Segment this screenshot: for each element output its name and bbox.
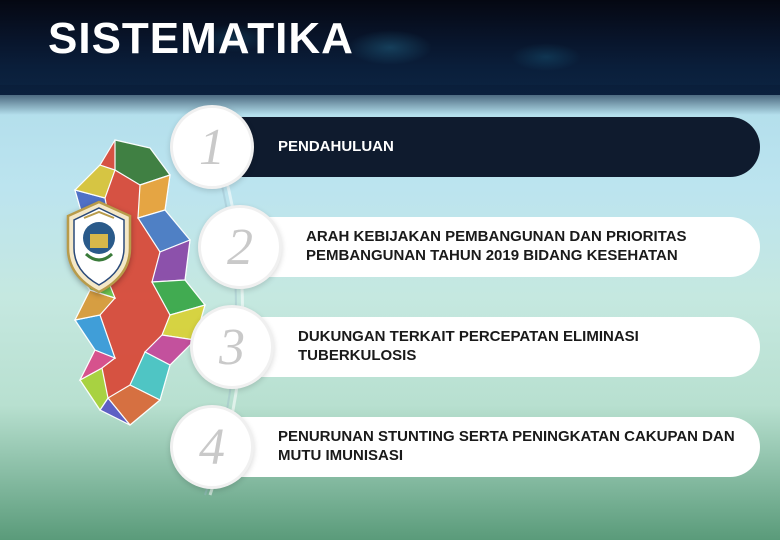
item-text: DUKUNGAN TERKAIT PERCEPATAN ELIMINASI TU… — [298, 328, 736, 366]
item-bar: DUKUNGAN TERKAIT PERCEPATAN ELIMINASI TU… — [220, 317, 760, 377]
item-text: PENDAHULUAN — [278, 138, 394, 157]
item-number: 1 — [170, 105, 254, 189]
item-number: 2 — [198, 205, 282, 289]
item-bar: ARAH KEBIJAKAN PEMBANGUNAN DAN PRIORITAS… — [228, 217, 760, 277]
item-text: ARAH KEBIJAKAN PEMBANGUNAN DAN PRIORITAS… — [306, 228, 736, 266]
seal-icon — [60, 198, 138, 296]
slide: SISTEMATIKA — [0, 0, 780, 540]
list-item: PENURUNAN STUNTING SERTA PENINGKATAN CAK… — [170, 408, 760, 486]
item-number: 3 — [190, 305, 274, 389]
item-number: 4 — [170, 405, 254, 489]
item-text: PENURUNAN STUNTING SERTA PENINGKATAN CAK… — [278, 428, 736, 466]
list-item: ARAH KEBIJAKAN PEMBANGUNAN DAN PRIORITAS… — [170, 208, 760, 286]
slide-title: SISTEMATIKA — [48, 14, 354, 64]
item-list: PENDAHULUAN 1 ARAH KEBIJAKAN PEMBANGUNAN… — [170, 108, 760, 508]
item-bar: PENDAHULUAN — [200, 117, 760, 177]
item-bar: PENURUNAN STUNTING SERTA PENINGKATAN CAK… — [200, 417, 760, 477]
list-item: PENDAHULUAN 1 — [170, 108, 760, 186]
list-item: DUKUNGAN TERKAIT PERCEPATAN ELIMINASI TU… — [170, 308, 760, 386]
